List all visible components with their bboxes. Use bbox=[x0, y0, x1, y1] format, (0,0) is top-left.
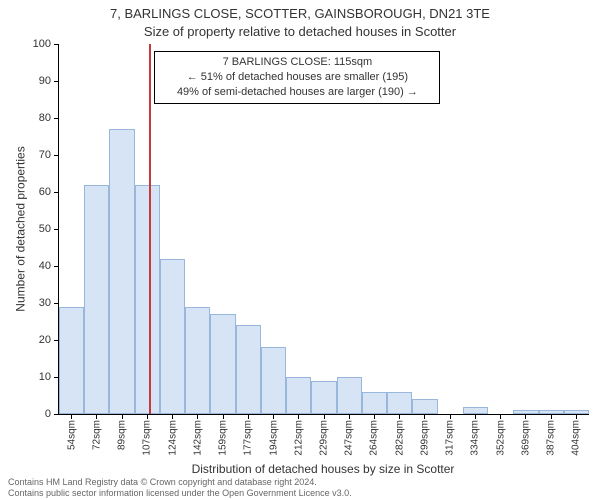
x-tick bbox=[122, 414, 123, 419]
histogram-bar bbox=[109, 129, 134, 414]
y-tick bbox=[54, 229, 59, 230]
x-tick-label: 282sqm bbox=[394, 420, 405, 456]
y-tick-label: 0 bbox=[45, 408, 51, 420]
figure: 7, BARLINGS CLOSE, SCOTTER, GAINSBOROUGH… bbox=[0, 0, 600, 500]
histogram-bar bbox=[311, 381, 336, 414]
footer-line-1: Contains HM Land Registry data © Crown c… bbox=[8, 477, 352, 487]
histogram-bar bbox=[362, 392, 387, 414]
x-tick-label: 54sqm bbox=[66, 420, 77, 450]
y-tick bbox=[54, 192, 59, 193]
x-tick bbox=[273, 414, 274, 419]
x-tick bbox=[147, 414, 148, 419]
y-tick-label: 40 bbox=[39, 260, 51, 272]
y-tick-label: 60 bbox=[39, 186, 51, 198]
histogram-bar bbox=[84, 185, 109, 414]
histogram-bar bbox=[337, 377, 362, 414]
y-tick-label: 50 bbox=[39, 223, 51, 235]
x-tick-label: 317sqm bbox=[445, 420, 456, 456]
x-tick-label: 124sqm bbox=[167, 420, 178, 456]
histogram-bar bbox=[59, 307, 84, 414]
x-tick bbox=[424, 414, 425, 419]
x-tick-label: 264sqm bbox=[369, 420, 380, 456]
y-axis-label-text: Number of detached properties bbox=[14, 146, 28, 311]
x-tick bbox=[71, 414, 72, 419]
x-tick-label: 72sqm bbox=[91, 420, 102, 450]
histogram-bar bbox=[236, 325, 261, 414]
x-tick-label: 212sqm bbox=[293, 420, 304, 456]
x-tick bbox=[172, 414, 173, 419]
histogram-bar bbox=[210, 314, 235, 414]
x-tick-label: 369sqm bbox=[520, 420, 531, 456]
x-tick-label: 352sqm bbox=[495, 420, 506, 456]
x-axis-label: Distribution of detached houses by size … bbox=[58, 462, 588, 476]
x-tick bbox=[96, 414, 97, 419]
x-tick-label: 387sqm bbox=[546, 420, 557, 456]
histogram-bar bbox=[463, 407, 488, 414]
chart-title-address: 7, BARLINGS CLOSE, SCOTTER, GAINSBOROUGH… bbox=[0, 6, 600, 21]
x-tick-label: 194sqm bbox=[268, 420, 279, 456]
x-tick bbox=[525, 414, 526, 419]
y-tick bbox=[54, 303, 59, 304]
x-tick-label: 404sqm bbox=[571, 420, 582, 456]
x-tick bbox=[551, 414, 552, 419]
y-tick bbox=[54, 155, 59, 156]
reference-line bbox=[149, 44, 151, 414]
x-tick-label: 89sqm bbox=[117, 420, 128, 450]
x-tick bbox=[399, 414, 400, 419]
x-tick-label: 159sqm bbox=[218, 420, 229, 456]
footer-line-2: Contains public sector information licen… bbox=[8, 488, 352, 498]
x-tick bbox=[576, 414, 577, 419]
x-tick-label: 247sqm bbox=[344, 420, 355, 456]
x-tick-label: 142sqm bbox=[192, 420, 203, 456]
y-tick-label: 70 bbox=[39, 149, 51, 161]
y-tick-label: 80 bbox=[39, 112, 51, 124]
y-axis-label: Number of detached properties bbox=[14, 44, 28, 414]
x-tick-label: 229sqm bbox=[319, 420, 330, 456]
attribution-footer: Contains HM Land Registry data © Crown c… bbox=[8, 477, 352, 498]
x-tick-label: 107sqm bbox=[142, 420, 153, 456]
x-tick-label: 299sqm bbox=[419, 420, 430, 456]
annotation-box: 7 BARLINGS CLOSE: 115sqm← 51% of detache… bbox=[154, 51, 440, 104]
x-tick bbox=[450, 414, 451, 419]
x-tick bbox=[349, 414, 350, 419]
histogram-bar bbox=[286, 377, 311, 414]
y-tick-label: 90 bbox=[39, 75, 51, 87]
annotation-line: ← 51% of detached houses are smaller (19… bbox=[161, 70, 433, 85]
x-tick bbox=[298, 414, 299, 419]
x-tick bbox=[374, 414, 375, 419]
x-tick bbox=[197, 414, 198, 419]
annotation-line: 7 BARLINGS CLOSE: 115sqm bbox=[161, 55, 433, 70]
y-tick bbox=[54, 81, 59, 82]
x-tick-label: 177sqm bbox=[243, 420, 254, 456]
x-tick bbox=[324, 414, 325, 419]
histogram-bar bbox=[261, 347, 286, 414]
chart-subtitle: Size of property relative to detached ho… bbox=[0, 24, 600, 39]
y-tick bbox=[54, 266, 59, 267]
x-tick-label: 334sqm bbox=[470, 420, 481, 456]
histogram-bar bbox=[412, 399, 437, 414]
histogram-bar bbox=[160, 259, 185, 414]
x-tick bbox=[248, 414, 249, 419]
x-tick bbox=[475, 414, 476, 419]
y-tick-label: 20 bbox=[39, 334, 51, 346]
x-tick bbox=[500, 414, 501, 419]
histogram-bar bbox=[135, 185, 160, 414]
plot-area: 010203040506070809010054sqm72sqm89sqm107… bbox=[58, 44, 589, 415]
y-tick-label: 30 bbox=[39, 297, 51, 309]
annotation-line: 49% of semi-detached houses are larger (… bbox=[161, 85, 433, 100]
histogram-bar bbox=[387, 392, 412, 414]
y-tick-label: 10 bbox=[39, 371, 51, 383]
y-tick bbox=[54, 118, 59, 119]
y-tick-label: 100 bbox=[33, 38, 51, 50]
histogram-bar bbox=[185, 307, 210, 414]
x-tick bbox=[223, 414, 224, 419]
y-tick bbox=[54, 44, 59, 45]
